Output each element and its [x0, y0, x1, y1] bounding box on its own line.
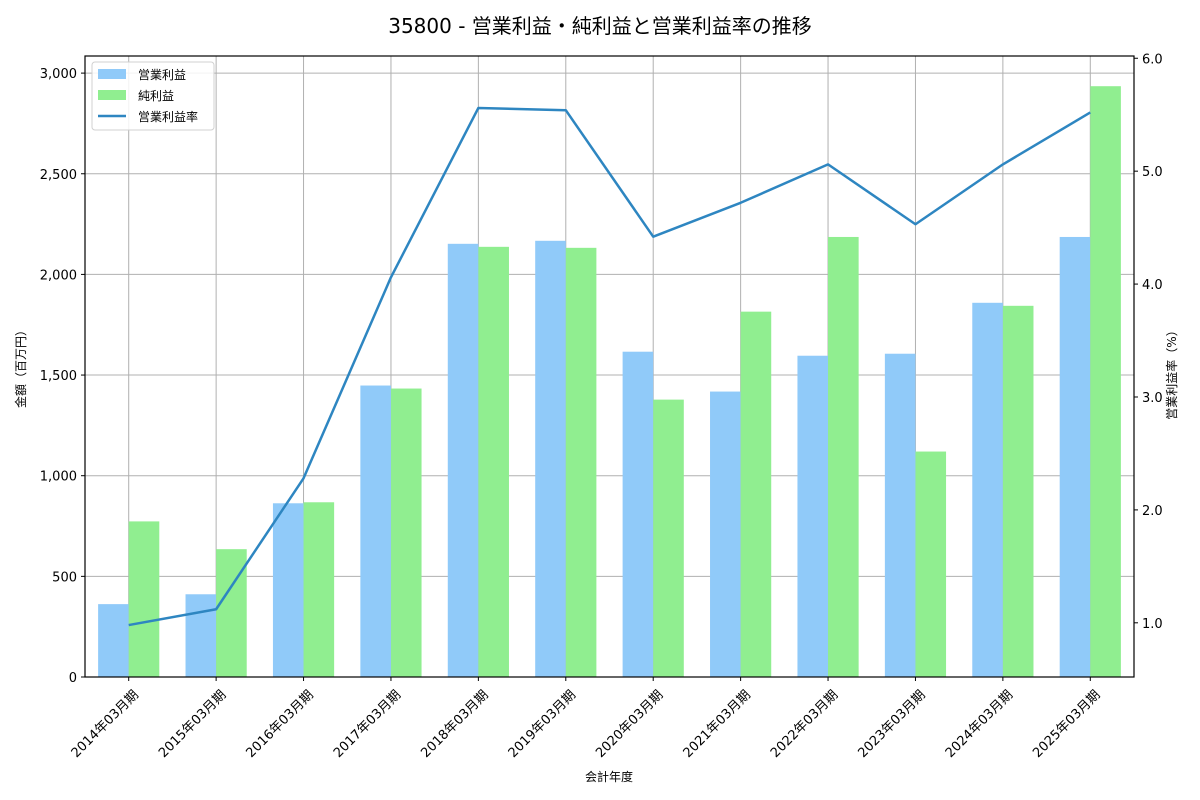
- y-tick-label: 0: [69, 671, 77, 686]
- legend-label: 営業利益率: [138, 109, 198, 124]
- y-tick-label: 3,000: [40, 67, 77, 82]
- y-right-axis-label: 営業利益率（%）: [1164, 324, 1179, 419]
- bar-net-profit: [1090, 86, 1121, 678]
- y-right-tick-label: 4.0: [1142, 278, 1163, 293]
- x-tick-label: 2022年03月期: [768, 688, 841, 761]
- legend-label: 純利益: [138, 89, 174, 103]
- x-tick-label: 2017年03月期: [331, 688, 404, 761]
- bar-operating-profit: [710, 391, 741, 677]
- bar-operating-profit: [185, 594, 217, 677]
- y-right-tick-label: 1.0: [1142, 617, 1163, 632]
- y-right-tick-label: 3.0: [1142, 391, 1163, 406]
- y-tick-label: 500: [52, 570, 77, 585]
- legend-swatch-1: [98, 90, 126, 100]
- bar-operating-profit: [797, 355, 829, 677]
- x-tick-label: 2025年03月期: [1030, 688, 1103, 761]
- y-right-tick-label: 2.0: [1142, 504, 1163, 519]
- legend-swatch-0: [98, 69, 126, 79]
- bar-operating-profit: [622, 351, 654, 677]
- bar-operating-profit: [272, 503, 304, 677]
- bar-operating-profit: [98, 604, 129, 677]
- legend-label: 営業利益: [138, 68, 186, 82]
- plot-frame: [84, 55, 1135, 678]
- bar-net-profit: [390, 388, 422, 677]
- line-operating-margin: [128, 106, 1091, 627]
- x-tick-label: 2019年03月期: [506, 688, 579, 761]
- y-tick-label: 2,500: [40, 168, 77, 183]
- bar-operating-profit: [447, 243, 479, 677]
- y-right-tick-label: 6.0: [1142, 52, 1163, 67]
- x-tick-label: 2021年03月期: [681, 688, 754, 761]
- x-tick-label: 2020年03月期: [593, 688, 666, 761]
- bar-net-profit: [128, 521, 160, 677]
- x-tick-label: 2018年03月期: [418, 688, 491, 761]
- chart-title: 35800 - 営業利益・純利益と営業利益率の推移: [388, 14, 812, 38]
- bar-operating-profit: [360, 385, 391, 677]
- y-axis-label: 金額（百万円）: [13, 324, 28, 408]
- bar-operating-profit: [1059, 236, 1091, 677]
- bar-net-profit: [565, 247, 597, 677]
- bar-operating-profit: [535, 240, 566, 677]
- x-tick-label: 2023年03月期: [855, 688, 928, 761]
- bar-net-profit: [653, 399, 684, 677]
- bar-net-profit: [478, 246, 509, 678]
- bar-net-profit: [828, 236, 859, 677]
- x-tick-label: 2016年03月期: [244, 688, 317, 761]
- bar-net-profit: [740, 311, 772, 677]
- x-tick-label: 2015年03月期: [156, 688, 229, 761]
- x-tick-label: 2024年03月期: [943, 688, 1016, 761]
- x-axis-label: 会計年度: [585, 769, 633, 784]
- y-tick-label: 1,500: [40, 369, 77, 384]
- bar-net-profit: [303, 502, 335, 677]
- bar-operating-profit: [972, 302, 1003, 677]
- bar-net-profit: [1002, 305, 1034, 677]
- bar-net-profit: [915, 451, 947, 677]
- bar-operating-profit: [884, 353, 916, 677]
- y-right-tick-label: 5.0: [1142, 165, 1163, 180]
- x-tick-label: 2014年03月期: [69, 688, 142, 761]
- y-tick-label: 1,000: [40, 470, 77, 485]
- y-tick-label: 2,000: [40, 268, 77, 283]
